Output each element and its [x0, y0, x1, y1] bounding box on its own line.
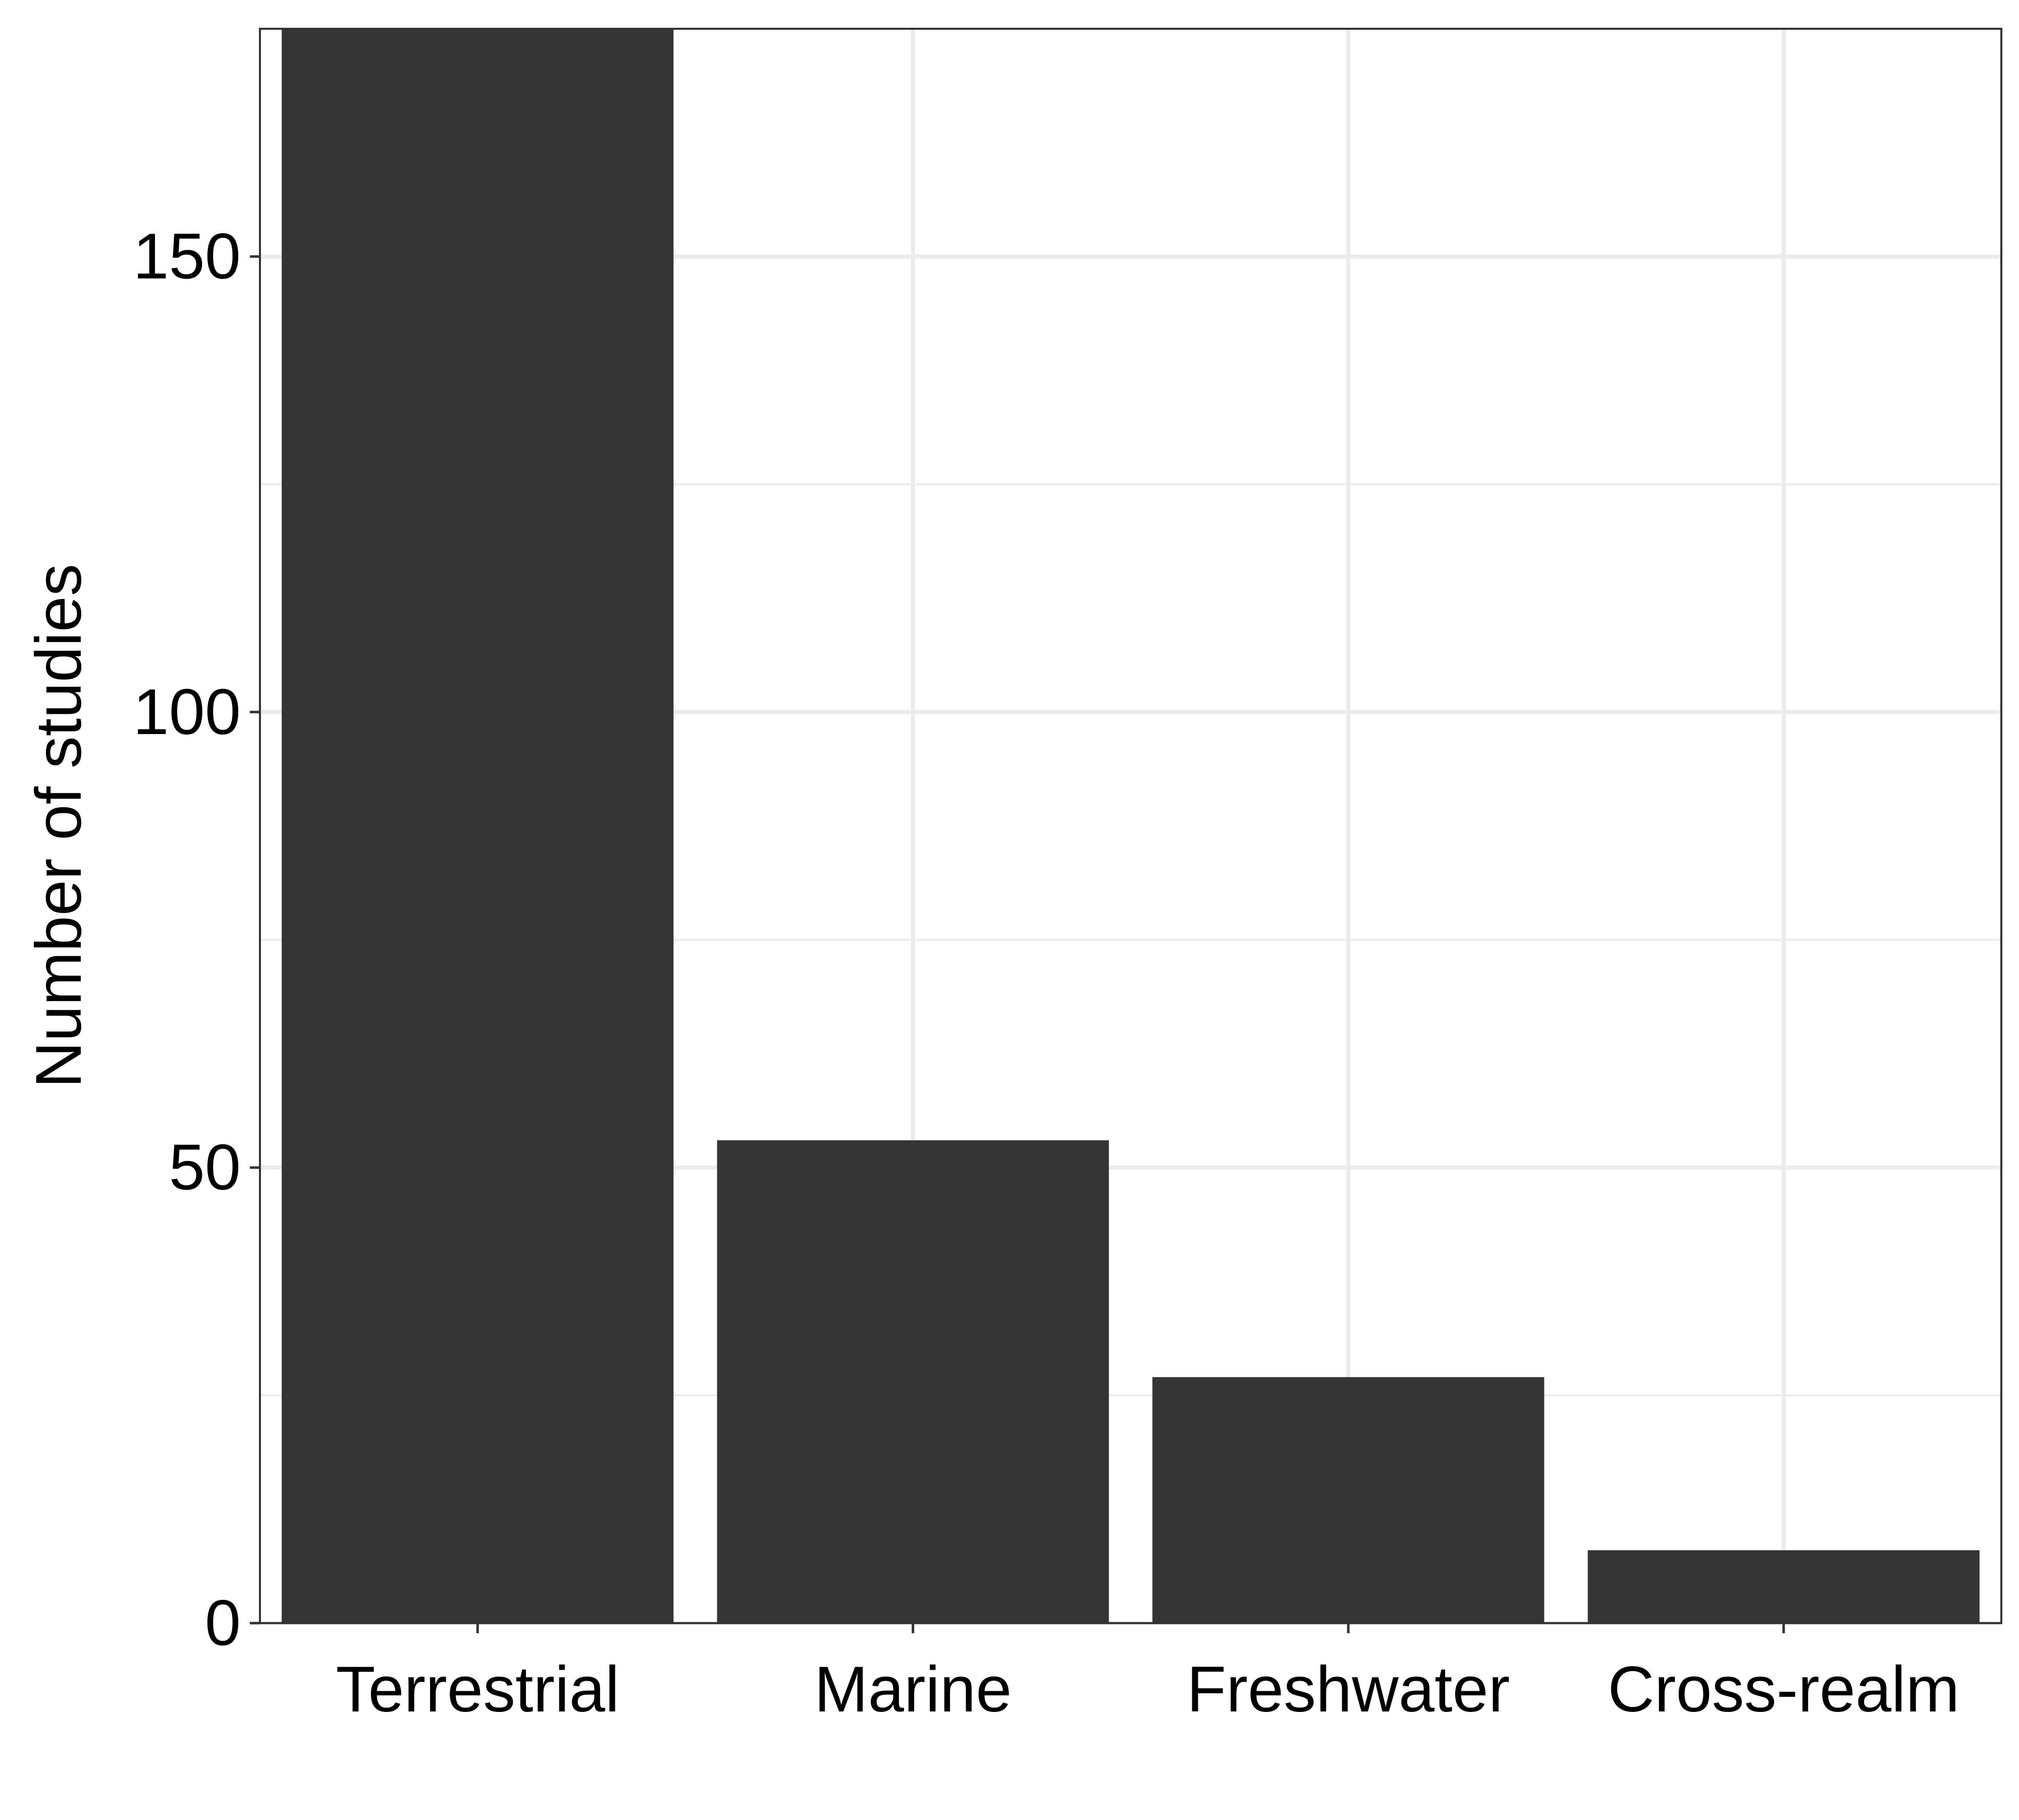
y-tick-label: 150 [133, 221, 241, 293]
x-tick-label: Marine [814, 1653, 1012, 1726]
x-tick-label: Freshwater [1187, 1653, 1510, 1726]
y-axis-label: Number of studies [23, 564, 95, 1088]
x-tick-label: Cross-realm [1608, 1653, 1959, 1726]
x-axis-ticks: Terrestrial Marine Freshwater Cross-realm [336, 1623, 1959, 1726]
panel-border [259, 28, 2002, 1624]
x-tick-label: Terrestrial [336, 1653, 619, 1726]
bar-freshwater [1152, 1377, 1545, 1623]
bars [282, 29, 1980, 1623]
y-tick-label: 50 [169, 1131, 241, 1204]
bar-terrestrial [282, 29, 674, 1623]
bar-marine [717, 1140, 1109, 1623]
y-tick-label: 100 [133, 676, 241, 748]
bar-cross-realm [1587, 1550, 1980, 1623]
y-axis-ticks: 0 50 100 150 [133, 221, 260, 1659]
y-tick-label: 0 [205, 1587, 241, 1659]
